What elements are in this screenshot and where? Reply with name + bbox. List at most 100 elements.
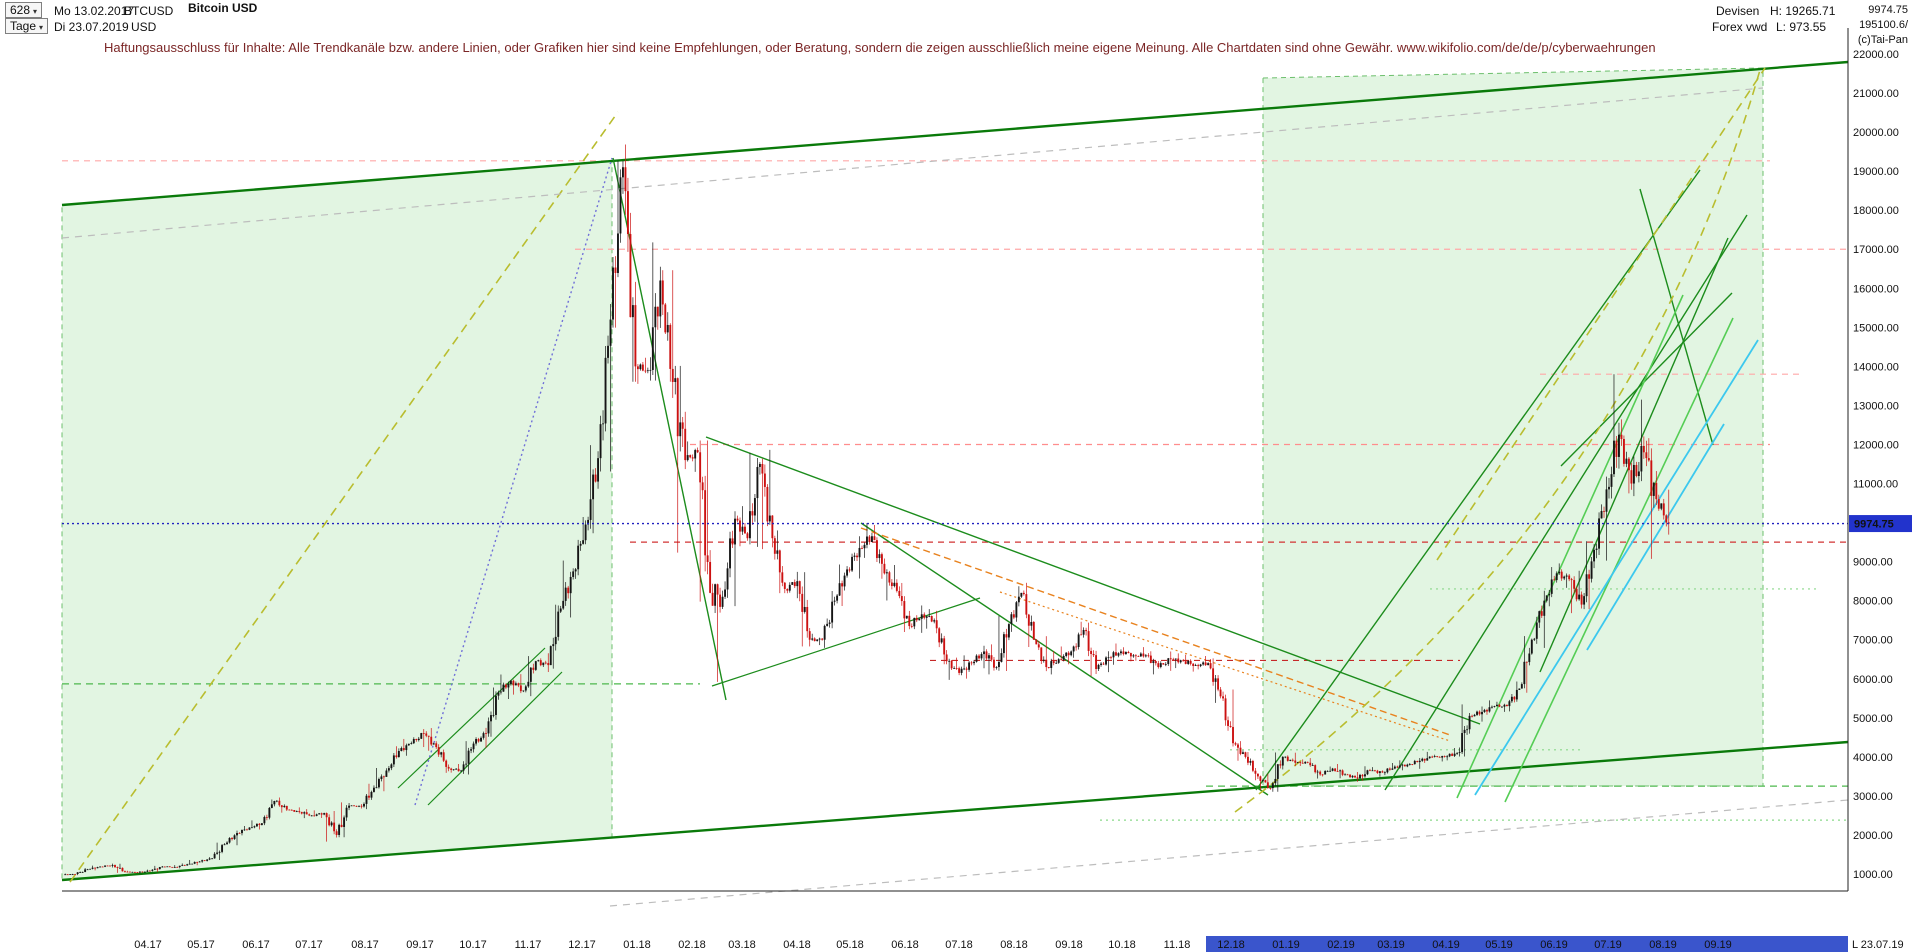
trend-line xyxy=(1639,188,1714,446)
x-axis-label: 06.19 xyxy=(1540,939,1568,951)
right-margin-values: 9974.75 195100.6/ (c)Tai-Pan xyxy=(1846,3,1908,48)
x-axis-label: 06.17 xyxy=(242,939,270,951)
x-axis-label: 11.17 xyxy=(515,939,542,951)
x-axis-label: 05.19 xyxy=(1485,939,1513,951)
period-low-value: L: 973.55 xyxy=(1776,20,1827,34)
y-axis-label: 12000.00 xyxy=(1853,439,1899,451)
x-axis-label: 10.18 xyxy=(1108,939,1136,951)
last-price-value: 9974.75 xyxy=(1868,4,1908,16)
bars-count-dropdown[interactable]: 628 ▾ xyxy=(5,2,43,18)
trend-line xyxy=(609,799,1849,907)
y-axis-label: 6000.00 xyxy=(1853,674,1893,686)
x-axis-label: 08.17 xyxy=(351,939,379,951)
y-axis-label: 17000.00 xyxy=(1853,244,1899,256)
timeframe-value: Tage xyxy=(10,19,37,33)
y-axis-label: 13000.00 xyxy=(1853,400,1899,412)
y-axis-label: 8000.00 xyxy=(1853,596,1893,608)
x-axis-highlight xyxy=(1206,936,1848,952)
x-axis-label: 07.18 xyxy=(945,939,973,951)
y-axis-label: 22000.00 xyxy=(1853,49,1899,61)
chevron-down-icon: ▾ xyxy=(33,7,38,16)
trend-channel-box xyxy=(61,160,613,881)
y-axis-label: 11000.00 xyxy=(1853,479,1898,491)
trend-channel-box xyxy=(1262,67,1764,787)
trend-line xyxy=(705,436,1481,725)
trend-line xyxy=(1504,317,1734,803)
x-axis-label: 07.19 xyxy=(1594,939,1622,951)
trend-line xyxy=(1255,169,1701,791)
trend-line xyxy=(397,647,546,789)
x-axis-label: 02.19 xyxy=(1327,939,1355,951)
y-axis-label: 4000.00 xyxy=(1853,752,1893,764)
y-axis-label: 5000.00 xyxy=(1853,713,1893,725)
x-axis[interactable]: 04.17 05.17 06.17 07.17 08.17 09.17 10.17 11.17… xyxy=(134,939,1903,951)
trend-line xyxy=(612,157,727,701)
x-axis-label: 04.18 xyxy=(783,939,811,951)
trend-line xyxy=(1384,214,1748,791)
trend-line xyxy=(61,87,1764,239)
x-axis-label: 01.19 xyxy=(1272,939,1300,951)
vendor-label: Forex vwd xyxy=(1712,20,1768,34)
end-date[interactable]: Di 23.07.2019 xyxy=(54,20,129,34)
bars-count-value: 628 xyxy=(10,3,31,17)
x-axis-label: 01.18 xyxy=(623,939,651,951)
period-high-value: H: 19265.71 xyxy=(1770,4,1836,18)
y-axis-label: 2000.00 xyxy=(1853,830,1893,842)
x-axis-label: 04.19 xyxy=(1432,939,1460,951)
trend-line xyxy=(61,60,1849,207)
trend-line xyxy=(999,591,1451,742)
y-axis[interactable]: 22000.00 21000.00 20000.00 19000.00 18000.00… xyxy=(1853,49,1899,881)
x-axis-label: 11.18 xyxy=(1164,939,1191,951)
y-axis-label: 15000.00 xyxy=(1853,322,1899,334)
candlesticks xyxy=(64,144,1670,876)
market-label: Devisen xyxy=(1716,4,1760,18)
disclaimer-text: Haftungsausschluss für Inhalte: Alle Tre… xyxy=(104,40,1656,55)
trend-line xyxy=(860,527,1451,736)
last-price-marker-text: 9974.75 xyxy=(1854,519,1894,531)
last-date-label: L 23.07.19 xyxy=(1852,939,1904,951)
y-axis-label: 16000.00 xyxy=(1853,283,1899,295)
x-axis-label: 08.19 xyxy=(1649,939,1677,951)
x-axis-label: 08.18 xyxy=(1000,939,1028,951)
y-axis-label: 14000.00 xyxy=(1853,361,1899,373)
y-axis-label: 7000.00 xyxy=(1853,635,1893,647)
x-axis-label: 04.17 xyxy=(134,939,162,951)
trend-line xyxy=(1436,67,1766,561)
x-axis-label: 09.18 xyxy=(1055,939,1083,951)
x-axis-label: 03.19 xyxy=(1377,939,1405,951)
y-axis-label: 20000.00 xyxy=(1853,127,1899,139)
y-axis-label: 18000.00 xyxy=(1853,205,1899,217)
trend-line xyxy=(1586,423,1725,651)
chart-title: Bitcoin USD xyxy=(188,1,258,15)
trend-line xyxy=(69,111,619,883)
currency-label: USD xyxy=(131,20,157,34)
copyright-label: (c)Tai-Pan xyxy=(1857,34,1908,46)
x-axis-label: 05.17 xyxy=(187,939,215,951)
x-axis-label: 09.17 xyxy=(406,939,434,951)
trend-line xyxy=(711,597,981,687)
y-axis-label: 21000.00 xyxy=(1853,88,1899,100)
chevron-down-icon: ▾ xyxy=(39,23,44,32)
x-axis-label: 05.18 xyxy=(836,939,864,951)
trend-line xyxy=(61,740,1849,882)
x-axis-label: 12.17 xyxy=(568,939,596,951)
volume-value: 195100.6/ xyxy=(1859,19,1908,31)
y-axis-label: 1000.00 xyxy=(1853,869,1893,881)
trend-curve xyxy=(1234,69,1761,813)
x-axis-label: 02.18 xyxy=(678,939,706,951)
x-axis-label: 10.17 xyxy=(459,939,487,951)
x-axis-label: 06.18 xyxy=(891,939,919,951)
last-price-marker xyxy=(1849,515,1912,533)
x-axis-label: 12.18 xyxy=(1217,939,1245,951)
y-axis-label: 19000.00 xyxy=(1853,166,1899,178)
start-date[interactable]: Mo 13.02.2017 xyxy=(54,4,135,18)
y-axis-label: 3000.00 xyxy=(1853,791,1893,803)
x-axis-label: 03.18 xyxy=(728,939,756,951)
timeframe-dropdown[interactable]: Tage ▾ xyxy=(5,18,49,34)
y-axis-label: 9000.00 xyxy=(1853,557,1893,569)
trend-line xyxy=(1456,294,1684,799)
trend-line xyxy=(1474,339,1759,796)
x-axis-label: 09.19 xyxy=(1704,939,1732,951)
